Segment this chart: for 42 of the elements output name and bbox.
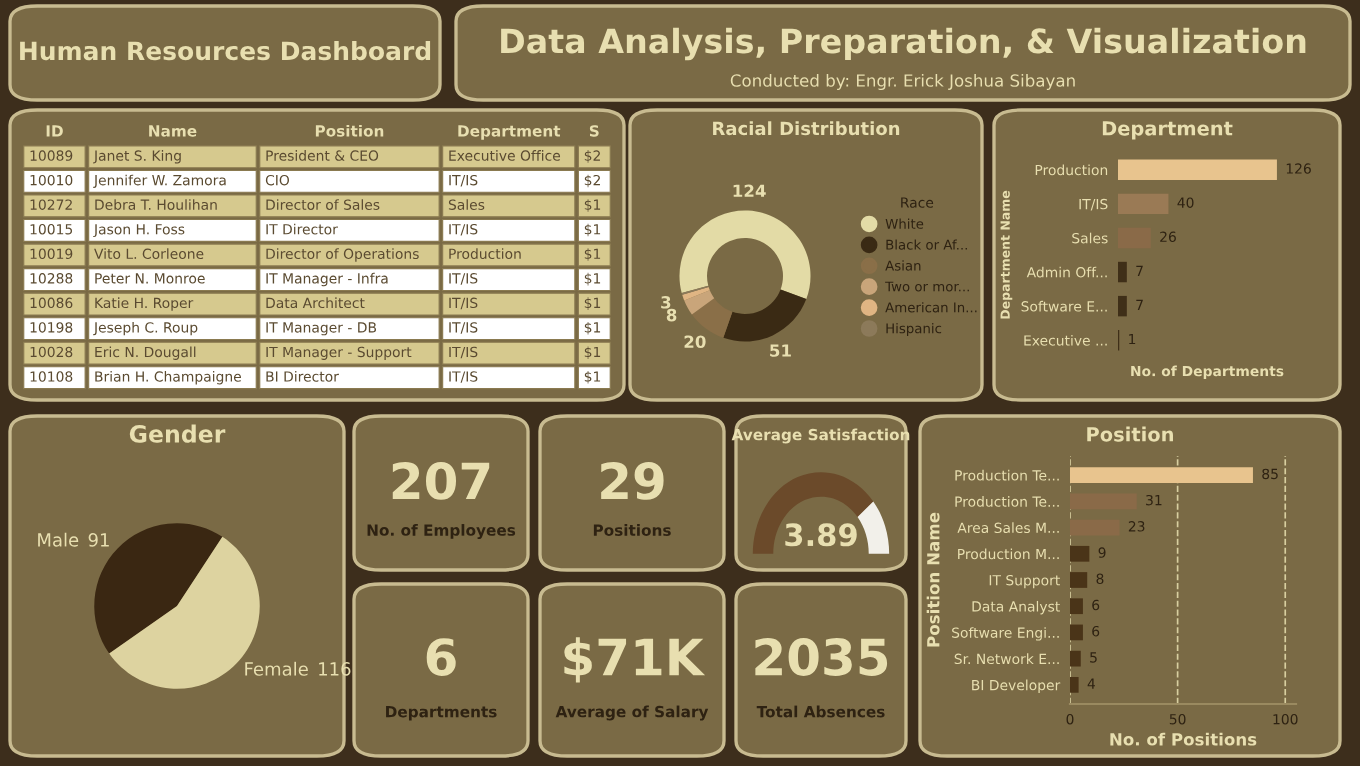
bar — [1118, 261, 1127, 283]
text: Conducted by: Engr. Erick Joshua Sibayan — [730, 73, 1075, 91]
chart-title: Department — [1102, 121, 1233, 140]
data-label: 51 — [770, 344, 791, 357]
chart-title: Position — [1087, 426, 1173, 442]
donut-slice — [723, 289, 807, 342]
bar — [1070, 624, 1083, 641]
bar — [1118, 295, 1127, 317]
chart-title: Racial Distribution — [713, 121, 900, 136]
text: 6 — [426, 638, 456, 676]
text: 29 — [601, 461, 664, 500]
data-label: 3 — [661, 296, 671, 309]
slice-label: Female — [245, 661, 308, 676]
x-axis-title: No. of Positions — [1110, 732, 1257, 746]
bar — [1070, 519, 1120, 536]
donut-slice — [691, 298, 733, 338]
donut-slice — [682, 286, 710, 301]
bar — [1070, 467, 1253, 483]
data-label: 20 — [684, 335, 706, 349]
bar — [1070, 545, 1090, 562]
data-label: 91 — [88, 533, 109, 547]
data-label: 8 — [666, 308, 677, 322]
bar — [1070, 572, 1088, 588]
bar — [1070, 598, 1083, 615]
text: Human Resources Dashboard — [20, 40, 431, 61]
bar — [1118, 193, 1169, 215]
donut-slice — [681, 285, 709, 295]
text: $71K — [564, 637, 706, 683]
chart-title: Gender — [129, 424, 226, 443]
slice-label: Male — [38, 532, 79, 547]
data-label: 3.89 — [785, 523, 857, 547]
y-axis-title: Position Name — [926, 512, 940, 647]
text: Data Analysis, Preparation, & Visualization — [501, 27, 1306, 61]
donut-slice — [684, 290, 715, 315]
bar — [1118, 159, 1277, 180]
bar — [1070, 650, 1081, 667]
donut-slice — [679, 210, 811, 300]
bar — [1070, 677, 1079, 693]
text: 207 — [392, 461, 490, 500]
bar — [1070, 493, 1137, 510]
text: 2035 — [755, 638, 888, 676]
data-label: 124 — [733, 184, 766, 197]
